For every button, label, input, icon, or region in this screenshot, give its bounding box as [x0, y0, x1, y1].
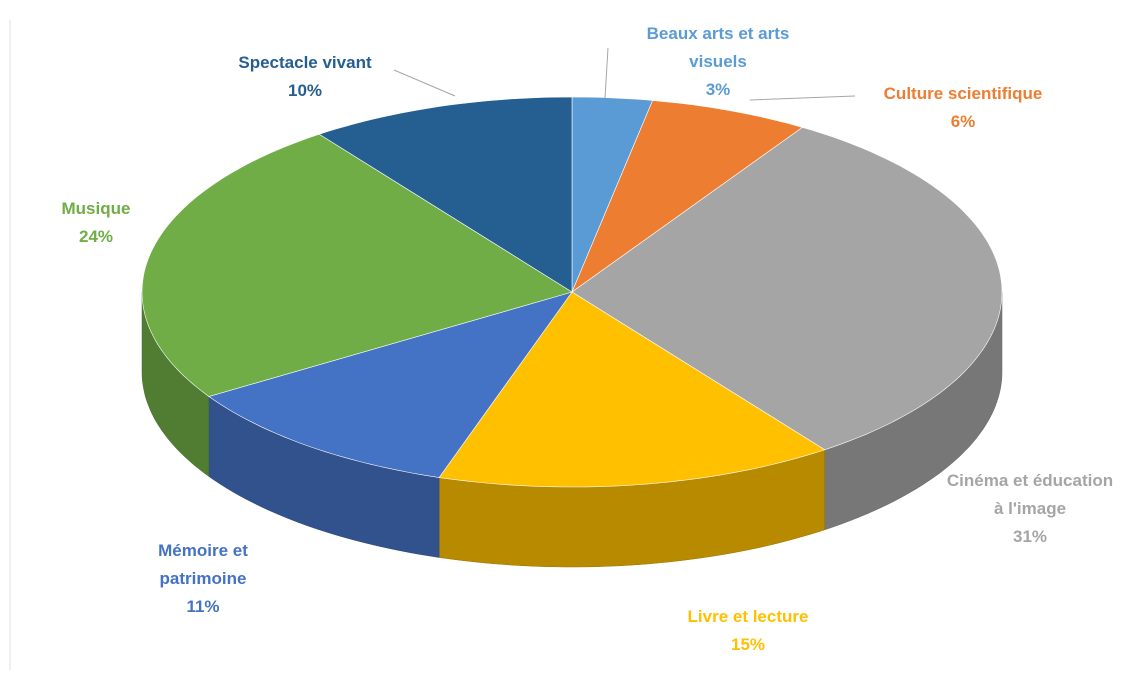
- value-label: 11%: [186, 597, 220, 616]
- pie-slice: [571, 96, 654, 293]
- data-label: Musique 24%: [26, 195, 166, 251]
- leader-line: [749, 95, 856, 101]
- value-label: 10%: [287, 81, 323, 100]
- data-label: Beaux arts et arts visuels 3%: [623, 20, 813, 104]
- pie-slice: [438, 291, 826, 488]
- category-name: Beaux arts et arts visuels: [646, 24, 790, 71]
- category-name: Musique: [61, 199, 131, 218]
- value-label: 24%: [78, 227, 114, 246]
- data-label: Spectacle vivant 10%: [190, 49, 420, 105]
- value-label: 6%: [950, 112, 976, 131]
- pie-slice: [208, 291, 573, 478]
- data-label: Mémoire et patrimoine 11%: [128, 537, 278, 621]
- leader-line: [393, 69, 456, 97]
- category-name: Cinéma et éducation à l'image: [946, 471, 1114, 518]
- category-name: Livre et lecture: [687, 607, 809, 626]
- category-name: Culture scientifique: [883, 84, 1043, 103]
- pie-slice: [571, 100, 804, 293]
- data-label: Culture scientifique 6%: [848, 80, 1078, 136]
- pie-slice: [141, 133, 573, 397]
- category-name: Spectacle vivant: [238, 53, 372, 72]
- data-label: Livre et lecture 15%: [638, 603, 858, 659]
- value-label: 3%: [705, 80, 731, 99]
- leader-line: [604, 47, 609, 99]
- value-label: 31%: [1012, 527, 1048, 546]
- category-name: Mémoire et patrimoine: [158, 541, 248, 588]
- pie-slice: [318, 96, 573, 293]
- value-label: 15%: [730, 635, 766, 654]
- pie-slice: [571, 127, 1003, 451]
- data-label: Cinéma et éducation à l'image 31%: [940, 467, 1120, 551]
